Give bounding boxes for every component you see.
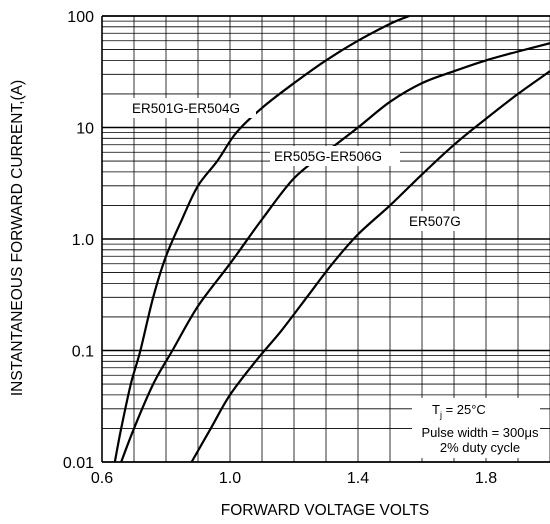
x-tick-label: 1.4 xyxy=(347,470,369,487)
x-tick-label: 1.8 xyxy=(475,470,497,487)
plot-frame xyxy=(101,15,550,463)
series-label-er507g: ER507G xyxy=(409,214,461,229)
y-axis-title: INSTANTANEOUS FORWARD CURRENT,(A) xyxy=(9,80,26,396)
y-tick-label: 0.01 xyxy=(63,455,94,472)
x-tick-label: 1.0 xyxy=(219,470,241,487)
curve-series-1 xyxy=(113,14,410,463)
condition-tj: Tj = 25°C xyxy=(432,402,486,420)
condition-duty-cycle: 2% duty cycle xyxy=(440,440,520,455)
y-tick-label: 0.1 xyxy=(72,344,94,361)
y-tick-label: 100 xyxy=(67,9,94,26)
condition-pulse-width: Pulse width = 300μs xyxy=(422,425,539,440)
series-label-bg-2 xyxy=(270,146,400,166)
series-label-er501g: ER501G-ER504G xyxy=(132,101,240,116)
series-label-er505g: ER505G-ER506G xyxy=(274,149,382,164)
condition-annotation-bg xyxy=(412,398,540,458)
grid xyxy=(101,15,550,463)
series-label-bg-1 xyxy=(128,98,256,118)
x-tick-label: 0.6 xyxy=(91,470,113,487)
y-tick-label: 1.0 xyxy=(72,232,94,249)
x-tick-labels: 0.6 1.0 1.4 1.8 xyxy=(91,470,497,487)
x-axis-title: FORWARD VOLTAGE VOLTS xyxy=(221,502,429,519)
y-tick-labels: 0.01 0.1 1.0 10 100 xyxy=(63,9,94,472)
curve-series-3 xyxy=(190,70,550,463)
series-label-bg-3 xyxy=(405,211,463,231)
y-tick-label: 10 xyxy=(76,121,94,138)
